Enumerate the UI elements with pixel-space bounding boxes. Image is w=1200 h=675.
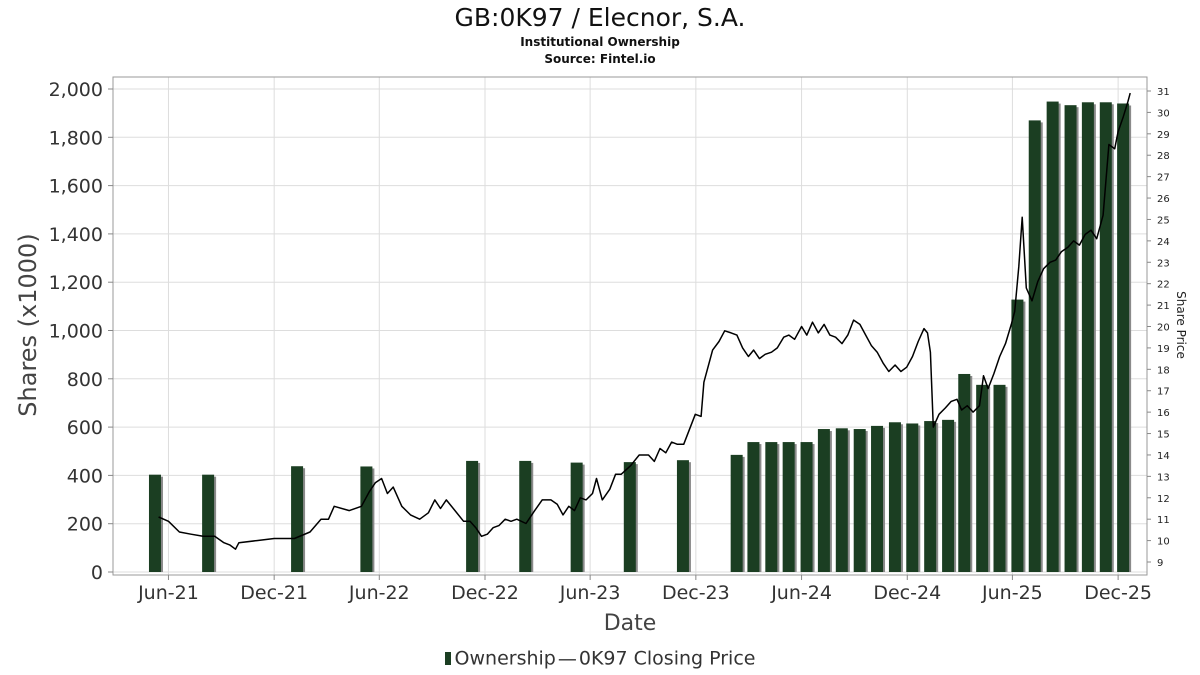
x-tick-label: Jun-25	[981, 582, 1043, 604]
y2-tick-label: 14	[1157, 451, 1170, 462]
y2-tick-label: 9	[1157, 558, 1163, 569]
ownership-bars	[148, 101, 1132, 573]
y-tick-label: 2,000	[49, 79, 103, 101]
ownership-bar	[676, 460, 689, 572]
y2-tick-label: 23	[1157, 258, 1170, 269]
price-line-layer	[158, 92, 1131, 550]
ownership-legend-swatch	[444, 652, 451, 665]
y2-tick-label: 30	[1157, 108, 1170, 119]
y2-tick-label: 28	[1157, 151, 1170, 162]
x-tick-label: Dec-24	[873, 582, 941, 604]
y2-tick-label: 21	[1157, 301, 1170, 312]
ownership-bar	[800, 442, 813, 572]
x-tick-label: Dec-22	[451, 582, 519, 604]
x-axis-title: Date	[604, 611, 657, 636]
ownership-bar	[623, 462, 636, 572]
x-tick-label: Dec-25	[1084, 582, 1152, 604]
ownership-bar	[1081, 102, 1094, 572]
y-tick-label: 0	[91, 562, 103, 584]
y-tick-label: 600	[67, 417, 103, 439]
chart-title: GB:0K97 / Elecnor, S.A.	[454, 3, 746, 32]
ownership-bar	[148, 474, 161, 572]
ownership-bar	[942, 419, 955, 572]
y-tick-label: 1,200	[49, 272, 103, 294]
y2-tick-label: 18	[1157, 365, 1170, 376]
ownership-bar	[1117, 103, 1130, 573]
ownership-bar	[1011, 299, 1024, 572]
ownership-bar	[519, 460, 532, 572]
legend-ownership-label: Ownership	[454, 647, 556, 670]
ownership-bar	[835, 428, 848, 572]
x-tick-label: Jun-21	[137, 582, 199, 604]
chart-source: Source: Fintel.io	[544, 52, 656, 66]
y2-tick-label: 25	[1157, 215, 1170, 226]
x-tick-label: Jun-24	[770, 582, 832, 604]
grid-lines	[113, 77, 1147, 575]
legend: Ownership —0K97 Closing Price	[0, 647, 1200, 670]
ownership-bar	[871, 425, 884, 572]
x-tick-label: Jun-22	[348, 582, 410, 604]
y-tick-label: 200	[67, 514, 103, 536]
y2-tick-label: 31	[1157, 87, 1170, 98]
ownership-bar	[202, 474, 215, 572]
ownership-bar	[747, 442, 760, 572]
y2-tick-label: 26	[1157, 194, 1170, 205]
legend-price-line-swatch: —	[557, 647, 577, 670]
y2-tick-label: 13	[1157, 472, 1170, 483]
y-tick-label: 1,000	[49, 321, 103, 343]
x-tick-label: Dec-23	[662, 582, 730, 604]
ownership-bar	[360, 466, 373, 572]
y2-tick-label: 19	[1157, 344, 1170, 355]
y2-tick-label: 20	[1157, 323, 1170, 334]
y2-tick-label: 15	[1157, 430, 1170, 441]
y-axis-title: Shares (x1000)	[14, 233, 42, 416]
y-tick-label: 1,400	[49, 224, 103, 246]
ownership-bar	[853, 429, 866, 572]
ownership-bar	[782, 442, 795, 572]
ownership-bar	[466, 460, 479, 572]
y2-tick-label: 24	[1157, 237, 1170, 248]
y2-tick-label: 22	[1157, 280, 1170, 291]
chart-subtitle: Institutional Ownership	[520, 35, 680, 49]
ownership-bar	[1064, 105, 1077, 573]
y-tick-label: 400	[67, 465, 103, 487]
axes: Shares (x1000) Date Share Price 0 200 400 6…	[14, 79, 1188, 636]
ownership-bar	[958, 373, 971, 572]
y-tick-label: 1,800	[49, 127, 103, 149]
y2-tick-label: 17	[1157, 387, 1170, 398]
y2-tick-label: 27	[1157, 173, 1170, 184]
ownership-bar	[1099, 102, 1112, 572]
y-tick-label: 1,600	[49, 176, 103, 198]
y-tick-label: 800	[67, 369, 103, 391]
ownership-bar	[1046, 101, 1059, 573]
ownership-bar	[993, 384, 1006, 572]
ownership-bar	[570, 462, 583, 572]
y2-tick-label: 29	[1157, 130, 1170, 141]
ownership-bar	[765, 442, 778, 572]
ownership-bar	[906, 423, 919, 572]
y2-tick-label: 12	[1157, 494, 1170, 505]
ownership-bar	[924, 421, 937, 572]
legend-price-label: 0K97 Closing Price	[578, 647, 756, 670]
x-tick-label: Jun-23	[559, 582, 621, 604]
ownership-bar	[730, 454, 743, 572]
price-line	[158, 92, 1131, 550]
y2-tick-label: 11	[1157, 515, 1170, 526]
ownership-bar	[976, 384, 989, 572]
y2-axis-title: Share Price	[1174, 291, 1188, 359]
ownership-bar	[291, 466, 304, 572]
x-tick-label: Dec-21	[240, 582, 308, 604]
ownership-bar	[888, 422, 901, 572]
ownership-bar	[1028, 120, 1041, 573]
y2-tick-label: 16	[1157, 408, 1170, 419]
ownership-bar	[817, 429, 830, 572]
y2-tick-label: 10	[1157, 537, 1170, 548]
